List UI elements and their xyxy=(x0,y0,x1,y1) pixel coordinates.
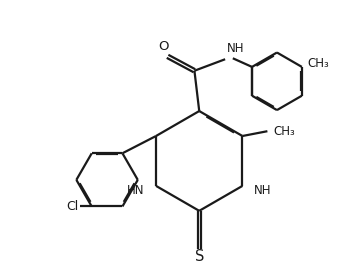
Text: NH: NH xyxy=(227,42,245,55)
Text: CH₃: CH₃ xyxy=(273,125,295,138)
Text: NH: NH xyxy=(254,184,272,197)
Text: Cl: Cl xyxy=(66,200,78,213)
Text: S: S xyxy=(194,249,204,264)
Text: HN: HN xyxy=(127,184,144,197)
Text: O: O xyxy=(159,39,169,52)
Text: CH₃: CH₃ xyxy=(308,57,329,70)
